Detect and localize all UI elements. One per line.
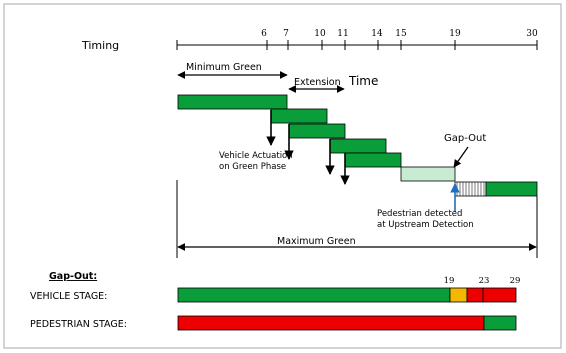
green-phase-bars (177, 94, 538, 197)
vehicle-green-segment (177, 287, 451, 303)
hatched-bar-intergreen (454, 181, 487, 197)
tick-label: 7 (283, 29, 289, 39)
stage-tick-labels: 19 23 29 (444, 276, 521, 286)
pedestrian-stage-bar (177, 315, 517, 331)
timing-label: Timing (81, 39, 119, 52)
vehicle-red-segment (482, 287, 517, 303)
vehicle-amber-segment (449, 287, 468, 303)
vehicle-stage-bar (177, 287, 517, 303)
extension-label: Extension (294, 77, 341, 88)
gap-out-arrow (453, 146, 469, 168)
pedestrian-label-line1: Pedestrian detected (377, 209, 462, 219)
pedestrian-stage-label: PEDESTRIAN STAGE: (30, 319, 127, 330)
green-bar-pedestrian (485, 181, 538, 197)
diagram-frame (3, 3, 562, 349)
tick-label: 14 (371, 29, 383, 39)
vehicle-actuation-label-line2: on Green Phase (219, 162, 286, 172)
light-green-bar-gap (400, 166, 456, 182)
green-bar-extension (329, 138, 387, 154)
green-bar-extension (344, 152, 402, 168)
tick-label: 30 (526, 29, 538, 39)
gap-out-heading: Gap-Out: (49, 271, 97, 282)
time-label: Time (348, 74, 378, 88)
tick-label: 10 (314, 29, 326, 39)
green-bar-minimum (177, 94, 288, 110)
gap-out-label: Gap-Out (444, 133, 486, 144)
green-bar-extension (270, 108, 328, 124)
timing-axis-ticks (176, 40, 538, 50)
pedestrian-green-segment (483, 315, 517, 331)
pedestrian-label-line2: at Upstream Detection (377, 220, 474, 230)
tick-label: 11 (337, 29, 348, 39)
vehicle-actuation-arrows (266, 110, 350, 185)
minimum-green-label: Minimum Green (186, 62, 262, 73)
maximum-green-label: Maximum Green (277, 236, 356, 247)
vehicle-stage-label: VEHICLE STAGE: (30, 291, 107, 302)
stage-tick-label: 29 (510, 276, 521, 286)
stage-tick-label: 23 (479, 276, 490, 286)
tick-label: 19 (449, 29, 461, 39)
pedestrian-red-segment (177, 315, 485, 331)
green-bar-extension (288, 123, 346, 139)
tick-label: 15 (395, 29, 407, 39)
vehicle-actuation-label-line1: Vehicle Actuation (219, 151, 293, 161)
tick-label: 6 (261, 29, 267, 39)
vehicle-red-segment (466, 287, 484, 303)
timing-tick-labels: 6 7 10 11 14 15 19 30 (261, 29, 538, 39)
stage-tick-label: 19 (444, 276, 455, 286)
